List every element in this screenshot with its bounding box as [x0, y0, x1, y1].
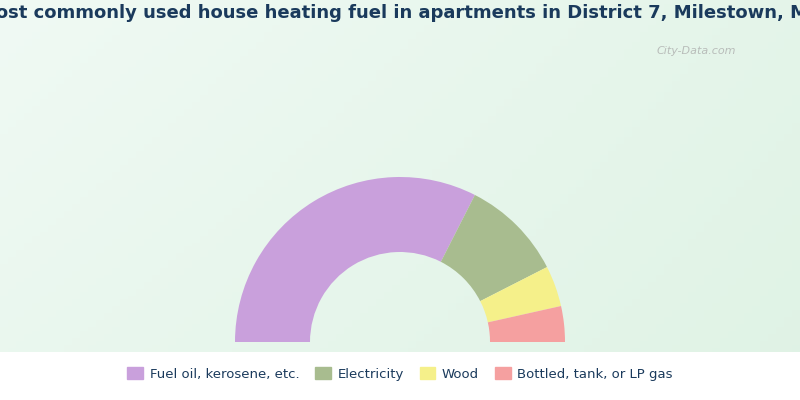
Wedge shape — [235, 177, 475, 342]
Wedge shape — [441, 195, 547, 301]
Text: Most commonly used house heating fuel in apartments in District 7, Milestown, MD: Most commonly used house heating fuel in… — [0, 4, 800, 22]
Text: City-Data.com: City-Data.com — [656, 46, 736, 56]
Wedge shape — [488, 306, 565, 342]
Legend: Fuel oil, kerosene, etc., Electricity, Wood, Bottled, tank, or LP gas: Fuel oil, kerosene, etc., Electricity, W… — [122, 362, 678, 386]
Wedge shape — [480, 267, 561, 322]
